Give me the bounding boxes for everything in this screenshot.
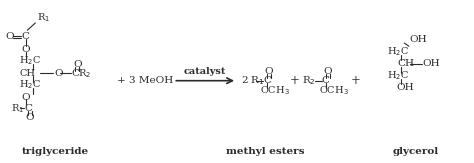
Text: O: O — [73, 60, 82, 69]
Text: +: + — [351, 74, 361, 87]
Text: C: C — [21, 32, 29, 41]
Text: O: O — [21, 93, 30, 102]
Text: H$_2$C: H$_2$C — [19, 55, 41, 67]
Text: R$_2$: R$_2$ — [78, 67, 91, 80]
Text: OH: OH — [422, 59, 440, 68]
Text: C: C — [71, 69, 79, 78]
Text: O: O — [264, 67, 273, 76]
Text: R$_1$: R$_1$ — [11, 102, 24, 115]
Text: C: C — [263, 76, 271, 85]
Text: OCH$_3$: OCH$_3$ — [319, 84, 348, 97]
Text: +: + — [290, 74, 300, 87]
Text: R$_1$: R$_1$ — [36, 11, 50, 24]
Text: catalyst: catalyst — [184, 67, 226, 76]
Text: OH: OH — [409, 35, 427, 44]
Text: O: O — [21, 45, 30, 54]
Text: O: O — [323, 67, 332, 76]
Text: CH: CH — [397, 59, 414, 68]
Text: CH: CH — [19, 69, 35, 78]
Text: O: O — [5, 32, 14, 41]
Text: glycerol: glycerol — [393, 148, 439, 156]
Text: R$_2$: R$_2$ — [302, 74, 316, 87]
Text: OCH$_3$: OCH$_3$ — [260, 84, 290, 97]
Text: + 3 MeOH: + 3 MeOH — [117, 76, 173, 85]
Text: triglyceride: triglyceride — [22, 148, 89, 156]
Text: OH: OH — [396, 83, 414, 92]
Text: 2 R$_1$: 2 R$_1$ — [241, 74, 264, 87]
Text: C: C — [24, 104, 32, 113]
Text: H$_2$C: H$_2$C — [19, 79, 41, 91]
Text: O: O — [54, 69, 63, 78]
Text: H$_2$C: H$_2$C — [387, 69, 409, 82]
Text: C: C — [322, 76, 330, 85]
Text: methyl esters: methyl esters — [226, 148, 304, 156]
Text: H$_2$C: H$_2$C — [387, 45, 409, 58]
Text: O: O — [25, 113, 34, 122]
